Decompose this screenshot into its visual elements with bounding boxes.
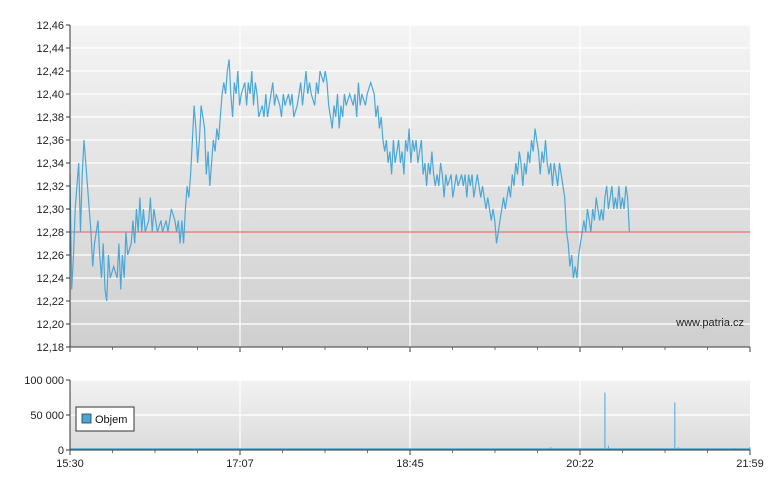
price-y-tick-label: 12,42 — [36, 66, 64, 78]
price-y-tick-label: 12,18 — [36, 342, 64, 354]
volume-y-tick-label: 50 000 — [30, 410, 64, 422]
volume-x-tick-labels: 15:30 17:07 18:45 20:22 21:59 — [56, 450, 764, 470]
price-gridlines-vertical — [239, 25, 581, 347]
legend-swatch — [81, 413, 92, 424]
price-series-line — [69, 59, 630, 302]
price-y-tick-labels: 12,46 12,44 12,42 12,40 12,38 12,36 12,34 12,32… — [36, 20, 70, 354]
price-y-tick-label: 12,44 — [36, 43, 64, 55]
price-x-tick-marks — [69, 347, 751, 352]
x-tick-label: 15:30 — [56, 458, 84, 470]
x-tick-label: 17:07 — [226, 458, 254, 470]
price-y-tick-label: 12,36 — [36, 135, 64, 147]
price-y-tick-label: 12,34 — [36, 158, 64, 170]
price-y-tick-label: 12,32 — [36, 181, 64, 193]
volume-y-tick-labels: 100 000 50 000 0 — [24, 375, 70, 457]
volume-y-tick-label: 100 000 — [24, 375, 64, 387]
volume-y-tick-label: 0 — [58, 445, 64, 457]
x-tick-label: 20:22 — [566, 458, 594, 470]
price-y-tick-label: 12,30 — [36, 204, 64, 216]
price-y-tick-label: 12,22 — [36, 296, 64, 308]
volume-panel: 100 000 50 000 0 15:30 17:07 18:45 20:22 21:59… — [24, 375, 764, 470]
price-y-tick-label: 12,38 — [36, 112, 64, 124]
price-y-tick-label: 12,20 — [36, 319, 64, 331]
price-y-tick-label: 12,46 — [36, 20, 64, 32]
x-tick-label: 18:45 — [396, 458, 424, 470]
volume-gridlines-vertical — [239, 380, 581, 450]
price-y-tick-label: 12,40 — [36, 89, 64, 101]
price-panel: 12,46 12,44 12,42 12,40 12,38 12,36 12,34 12,32… — [36, 20, 751, 354]
watermark-text: www.patria.cz — [675, 317, 744, 329]
price-y-tick-label: 12,28 — [36, 227, 64, 239]
price-y-tick-label: 12,24 — [36, 273, 64, 285]
volume-legend: Objem — [75, 406, 135, 432]
legend-label: Objem — [95, 414, 127, 426]
price-y-tick-label: 12,26 — [36, 250, 64, 262]
x-tick-label: 21:59 — [736, 458, 764, 470]
